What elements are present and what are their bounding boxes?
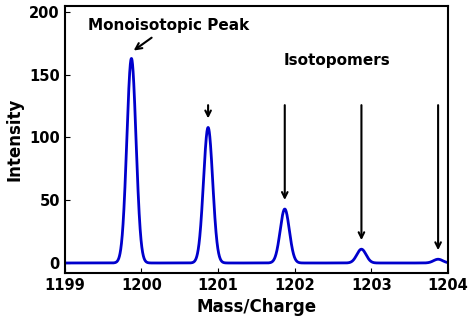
Y-axis label: Intensity: Intensity: [6, 98, 24, 181]
X-axis label: Mass/Charge: Mass/Charge: [196, 298, 317, 317]
Text: Isotopomers: Isotopomers: [283, 53, 390, 69]
Text: Monoisotopic Peak: Monoisotopic Peak: [88, 18, 249, 49]
